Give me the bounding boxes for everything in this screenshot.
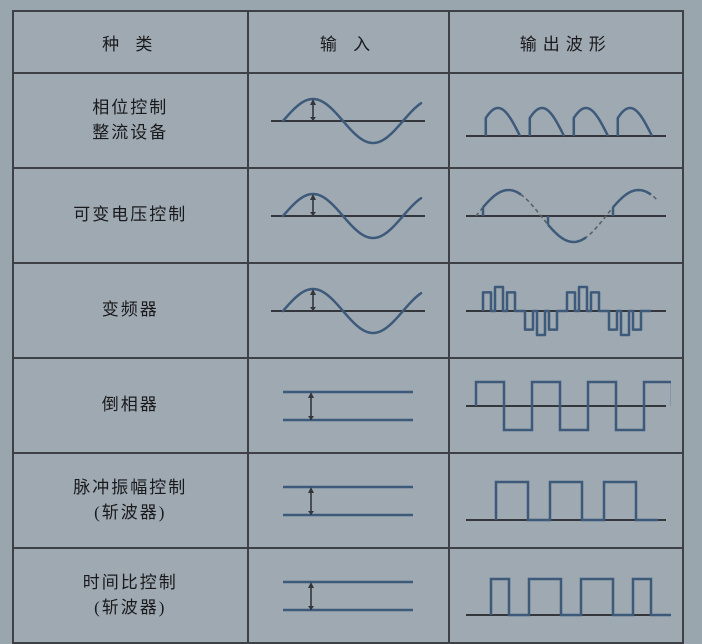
row-phase-rectifier: 相位控制 整流设备 — [13, 73, 683, 168]
input-cell — [248, 358, 449, 453]
output-vfd-waveform — [461, 271, 671, 351]
row-vfd: 变频器 — [13, 263, 683, 358]
row-label-1a: 相位控制 — [92, 98, 168, 117]
input-dc-waveform — [263, 566, 433, 626]
header-type: 种 类 — [13, 11, 248, 73]
output-cell — [449, 358, 684, 453]
output-rectified-waveform — [461, 86, 671, 156]
label-cell: 倒相器 — [13, 358, 248, 453]
output-square-waveform — [461, 371, 671, 441]
header-output: 输出波形 — [449, 11, 684, 73]
header-row: 种 类 输 入 输出波形 — [13, 11, 683, 73]
label-cell: 变频器 — [13, 263, 248, 358]
output-cell — [449, 548, 684, 643]
input-dc-waveform — [263, 471, 433, 531]
row-pam-chopper: 脉冲振幅控制 (斩波器) — [13, 453, 683, 548]
input-sine-waveform — [263, 276, 433, 346]
header-input: 输 入 — [248, 11, 449, 73]
row-label-3a: 变频器 — [102, 300, 159, 319]
input-cell — [248, 263, 449, 358]
row-label-5a: 脉冲振幅控制 — [73, 478, 187, 497]
row-label-1b: 整流设备 — [92, 123, 168, 142]
row-label-6a: 时间比控制 — [83, 573, 178, 592]
row-label-5b: (斩波器) — [94, 503, 166, 522]
row-label-4a: 倒相器 — [102, 395, 159, 414]
input-cell — [248, 453, 449, 548]
input-cell — [248, 73, 449, 168]
output-cell — [449, 168, 684, 263]
input-cell — [248, 548, 449, 643]
input-sine-waveform — [263, 181, 433, 251]
input-sine-waveform — [263, 86, 433, 156]
label-cell: 时间比控制 (斩波器) — [13, 548, 248, 643]
output-cell — [449, 263, 684, 358]
row-duty-chopper: 时间比控制 (斩波器) — [13, 548, 683, 643]
row-label-6b: (斩波器) — [94, 598, 166, 617]
output-pam-waveform — [461, 466, 671, 536]
label-cell: 可变电压控制 — [13, 168, 248, 263]
label-cell: 脉冲振幅控制 (斩波器) — [13, 453, 248, 548]
input-cell — [248, 168, 449, 263]
row-inverter: 倒相器 — [13, 358, 683, 453]
waveform-table: 种 类 输 入 输出波形 相位控制 整流设备 可变电 — [12, 10, 684, 644]
output-duty-waveform — [461, 561, 671, 631]
output-ac-chopped-waveform — [461, 176, 671, 256]
row-label-2a: 可变电压控制 — [73, 205, 187, 224]
input-dc-waveform — [263, 376, 433, 436]
row-variable-voltage: 可变电压控制 — [13, 168, 683, 263]
label-cell: 相位控制 整流设备 — [13, 73, 248, 168]
output-cell — [449, 453, 684, 548]
output-cell — [449, 73, 684, 168]
